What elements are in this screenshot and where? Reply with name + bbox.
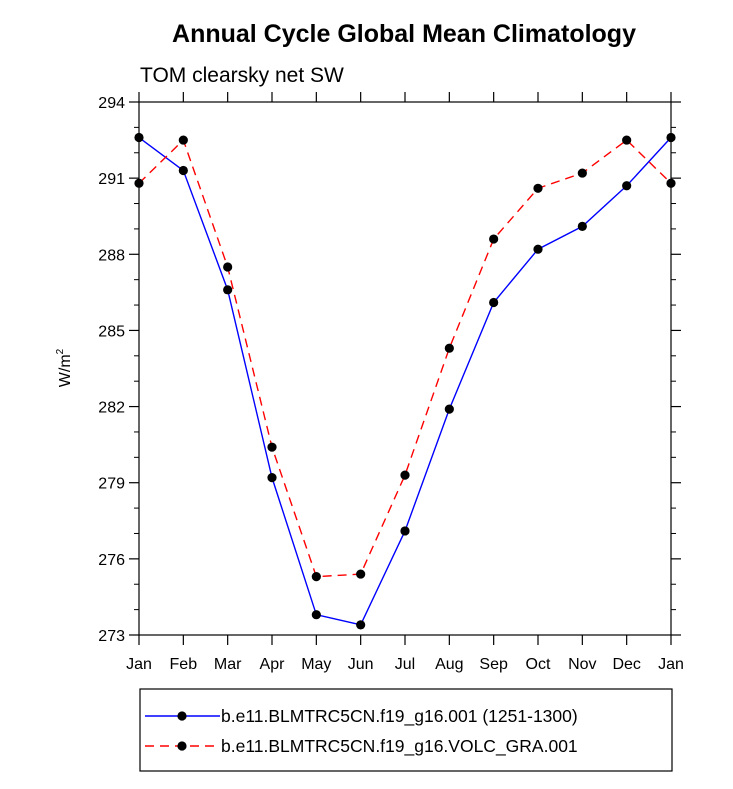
series-line-1 [138,136,672,626]
series-1-point [666,132,676,143]
x-tick-label: Jan [658,656,684,673]
y-axis-label: W/m2 [55,348,74,387]
series-1-point [178,165,188,176]
series-1-point [134,132,144,143]
y-tick-label: 273 [98,628,125,645]
series-2-point [311,572,321,582]
series-1-point [489,297,499,308]
y-axis-label-superscript: 2 [55,348,66,354]
x-tick-label: Nov [568,656,596,673]
series-2-point [489,234,499,244]
y-tick-label: 276 [98,552,125,569]
series-2-point [223,262,233,272]
series-1-point [577,221,587,231]
series-2-point [134,178,144,188]
x-tick-label: Jul [395,656,415,673]
series-1-point [267,473,277,483]
chart-title: Annual Cycle Global Mean Climatology [172,20,636,48]
legend: b.e11.BLMTRC5CN.f19_g16.001 (1251-1300) b… [139,688,673,772]
x-tick-label: Sep [479,656,508,673]
x-tick-label: Jan [126,656,152,673]
series-1-point [356,620,366,630]
y-tick-label: 288 [98,247,125,264]
legend-box [139,688,673,772]
x-tick-label: Feb [170,656,198,673]
series-2-point [666,178,676,188]
series-2-point [577,168,587,178]
legend-label-2: b.e11.BLMTRC5CN.f19_g16.VOLC_GRA.001 [221,736,578,757]
series-1-point [311,610,321,620]
x-tick-label: Jun [348,656,374,673]
series-2-point [267,442,277,452]
legend-marker-2 [177,741,187,751]
x-tick-label: Apr [260,656,286,673]
y-axis-label-unit: W/m [57,354,74,387]
x-tick-label: Mar [214,656,242,673]
x-tick-label: May [301,656,331,673]
y-tick-label: 282 [98,400,125,417]
legend-label-1: b.e11.BLMTRC5CN.f19_g16.001 (1251-1300) [221,706,578,727]
series-1-point [444,404,454,414]
series-2-point [444,343,454,353]
plot-area: 273 276 279 282 285 288 291 294 Jan Feb Mar Apr May J… [98,92,684,673]
series-2-point [178,135,188,145]
series-1-point [533,244,543,254]
series-2-point [400,470,410,480]
x-tick-label: Dec [612,656,640,673]
legend-marker-1 [177,711,187,721]
x-tick-label: Oct [526,656,551,673]
x-tick-label: Aug [435,656,463,673]
y-tick-label: 285 [98,323,125,340]
series-1-point [400,526,410,536]
series-1-point [223,285,233,295]
y-tick-label: 291 [98,171,125,188]
y-tick-label: 279 [98,476,125,493]
series-2-point [533,183,543,193]
chart-subtitle: TOM clearsky net SW [140,64,344,87]
series-2-point [356,569,366,579]
plot-frame [138,101,672,636]
series-line-2 [138,138,672,578]
series-2-point [622,135,632,145]
series-1-point [622,181,632,191]
y-tick-label: 294 [98,95,125,112]
